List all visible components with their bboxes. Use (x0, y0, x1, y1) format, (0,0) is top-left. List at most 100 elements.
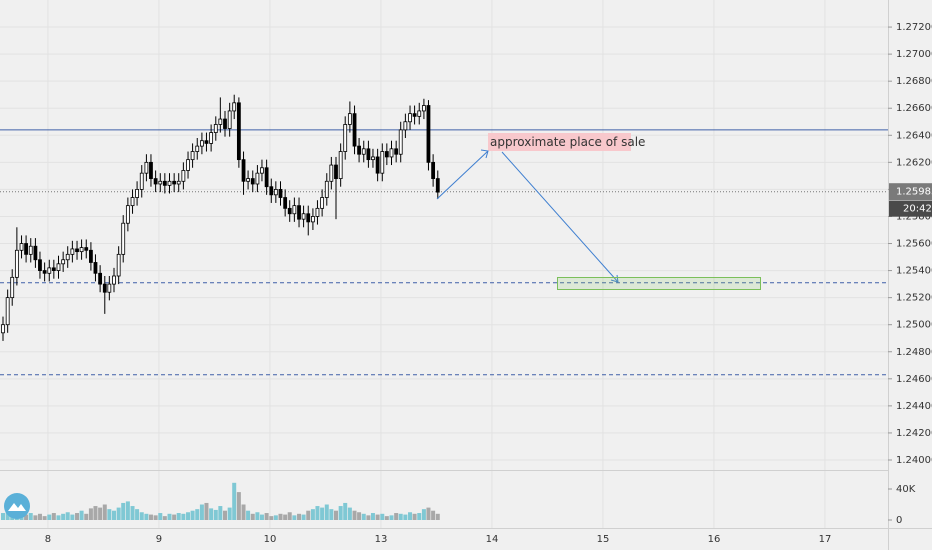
volume-bar (33, 515, 38, 520)
volume-bar (403, 514, 408, 520)
volume-bar (255, 512, 260, 520)
candle-body (384, 151, 389, 158)
annotation: approximate place of sale (490, 135, 645, 149)
marks (0, 94, 888, 520)
candle-body (412, 113, 417, 117)
volume-bar (65, 512, 70, 520)
volume-bar (75, 513, 80, 520)
volume-bar (61, 513, 66, 520)
volume-bar (283, 514, 288, 520)
candle-body (278, 189, 283, 198)
volume-bar (301, 514, 306, 520)
candle-body (84, 247, 89, 251)
candle-body (366, 148, 371, 161)
candle-body (371, 156, 375, 161)
candle-body (167, 180, 172, 186)
volume-bar (172, 514, 177, 520)
volume-bar (116, 507, 121, 520)
volume-bar (153, 515, 158, 520)
grid (0, 0, 888, 528)
volume-bar (273, 515, 278, 520)
candle-body (33, 245, 38, 261)
candle-body (260, 167, 264, 174)
volume-bar (417, 513, 422, 520)
volume-bar (259, 514, 264, 520)
volume-bar (218, 506, 223, 520)
volume-bar (297, 513, 302, 520)
volume-bar (320, 507, 325, 520)
candle-body (361, 148, 366, 155)
candle-body (144, 161, 149, 174)
x-tick-label: 15 (597, 534, 610, 545)
volume-bar (135, 509, 140, 520)
volume-bar (195, 509, 200, 520)
volume-bar (139, 512, 144, 520)
volume-bar (130, 506, 135, 520)
volume-bar (250, 513, 255, 520)
volume-bar (278, 513, 283, 520)
volume-bar (310, 509, 315, 520)
volume-bar (107, 509, 112, 520)
volume-bar (241, 504, 246, 520)
candle-body (343, 124, 348, 152)
y-tick-label: 1.26600 (896, 103, 932, 114)
x-tick-label: 17 (819, 534, 832, 545)
volume-bar (162, 516, 167, 520)
y-tick-label: 1.25200 (896, 293, 932, 304)
candle-body (1, 324, 5, 334)
candle-body (435, 178, 440, 193)
volume-bar (186, 512, 191, 520)
candle-body (130, 197, 135, 207)
candle-body (135, 189, 139, 198)
candle-body (116, 253, 121, 277)
candle-body (93, 262, 98, 274)
candle-body (79, 247, 84, 253)
candle-body (227, 110, 232, 129)
volume-bar (148, 514, 153, 520)
candle-body (297, 205, 301, 220)
volume-bar (144, 513, 149, 520)
last-price-box (889, 183, 932, 201)
candle-body (398, 129, 403, 155)
volume-bar (426, 507, 431, 520)
y-tick-label: 1.25800 (896, 211, 932, 222)
x-tick-label: 14 (486, 534, 499, 545)
candle-body (250, 178, 255, 185)
volume-bar (408, 512, 413, 520)
volume-bar (51, 513, 56, 520)
volume-bar (306, 510, 311, 520)
y-tick-label: 1.24600 (896, 374, 932, 385)
logo[interactable] (4, 493, 30, 519)
candle-body (273, 189, 278, 196)
volume-bar (384, 516, 389, 520)
volume-bar (269, 516, 274, 520)
volume-bar (227, 507, 232, 520)
volume-bar (222, 510, 227, 520)
volume-bar (329, 509, 334, 520)
volume-bar (37, 513, 42, 520)
annotation-bg (488, 133, 631, 151)
candle-body (38, 259, 42, 271)
candle-body (61, 259, 66, 265)
volume-bar (398, 513, 403, 520)
volume-bar (315, 506, 320, 520)
candle-body (51, 267, 56, 271)
candle-body (431, 161, 436, 179)
candle-body (98, 272, 103, 285)
y-tick-label: 1.24800 (896, 347, 932, 358)
volume-bar (190, 510, 195, 520)
volume-bar (236, 492, 241, 520)
candle-body (352, 113, 357, 147)
volume-bar (394, 513, 399, 520)
candle-body (42, 270, 47, 274)
volume-bar (361, 513, 366, 520)
volume-bar (389, 515, 394, 520)
volume-bar (343, 502, 348, 520)
candle-body (209, 132, 214, 144)
candle-body (125, 205, 130, 224)
candle-body (102, 283, 107, 293)
volume-bar (24, 514, 29, 520)
volume-bar (338, 506, 343, 520)
candle-body (403, 121, 408, 131)
